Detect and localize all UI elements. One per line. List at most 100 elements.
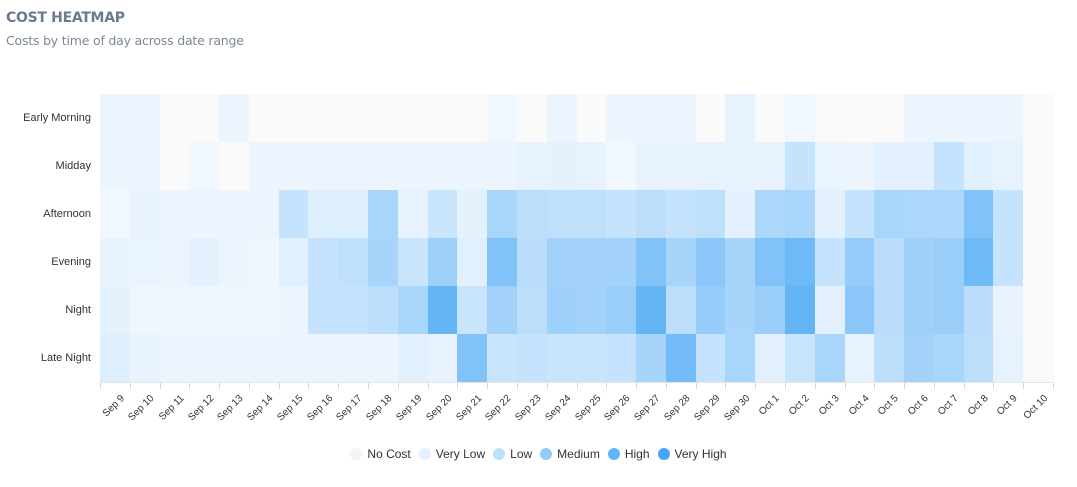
heatmap-cell[interactable] xyxy=(665,238,697,287)
heatmap-cell[interactable] xyxy=(397,286,429,335)
heatmap-cell[interactable] xyxy=(993,238,1024,287)
heatmap-cell[interactable] xyxy=(100,334,131,383)
heatmap-cell[interactable] xyxy=(784,142,816,191)
heatmap-cell[interactable] xyxy=(457,238,488,287)
heatmap-cell[interactable] xyxy=(665,334,697,383)
heatmap-cell[interactable] xyxy=(636,94,667,143)
legend-item[interactable]: Very High xyxy=(657,447,727,461)
heatmap-cell[interactable] xyxy=(129,142,161,191)
heatmap-cell[interactable] xyxy=(874,238,905,287)
legend-item[interactable]: Very Low xyxy=(418,447,485,461)
heatmap-cell[interactable] xyxy=(487,286,518,335)
heatmap-cell[interactable] xyxy=(427,190,458,239)
heatmap-cell[interactable] xyxy=(874,94,905,143)
heatmap-cell[interactable] xyxy=(159,286,190,335)
heatmap-cell[interactable] xyxy=(100,238,131,287)
heatmap-cell[interactable] xyxy=(457,190,488,239)
heatmap-cell[interactable] xyxy=(487,238,518,287)
heatmap-cell[interactable] xyxy=(546,94,577,143)
heatmap-cell[interactable] xyxy=(338,238,369,287)
heatmap-cell[interactable] xyxy=(725,334,756,383)
heatmap-cell[interactable] xyxy=(397,190,429,239)
heatmap-cell[interactable] xyxy=(636,142,667,191)
heatmap-cell[interactable] xyxy=(189,286,220,335)
heatmap-cell[interactable] xyxy=(784,238,816,287)
heatmap-cell[interactable] xyxy=(159,238,190,287)
heatmap-cell[interactable] xyxy=(308,94,339,143)
heatmap-cell[interactable] xyxy=(755,94,786,143)
heatmap-cell[interactable] xyxy=(129,238,161,287)
heatmap-cell[interactable] xyxy=(368,190,399,239)
heatmap-cell[interactable] xyxy=(606,286,637,335)
heatmap-cell[interactable] xyxy=(159,334,190,383)
heatmap-cell[interactable] xyxy=(427,334,458,383)
heatmap-cell[interactable] xyxy=(963,334,994,383)
heatmap-cell[interactable] xyxy=(874,190,905,239)
heatmap-cell[interactable] xyxy=(368,238,399,287)
heatmap-cell[interactable] xyxy=(189,334,220,383)
heatmap-cell[interactable] xyxy=(814,238,846,287)
heatmap-cell[interactable] xyxy=(904,190,935,239)
heatmap-cell[interactable] xyxy=(308,286,339,335)
heatmap-cell[interactable] xyxy=(636,238,667,287)
heatmap-cell[interactable] xyxy=(546,238,577,287)
heatmap-cell[interactable] xyxy=(755,142,786,191)
heatmap-cell[interactable] xyxy=(576,334,607,383)
heatmap-cell[interactable] xyxy=(278,94,309,143)
heatmap-cell[interactable] xyxy=(397,94,429,143)
heatmap-cell[interactable] xyxy=(457,94,488,143)
heatmap-cell[interactable] xyxy=(993,286,1024,335)
heatmap-cell[interactable] xyxy=(904,334,935,383)
heatmap-cell[interactable] xyxy=(904,142,935,191)
heatmap-cell[interactable] xyxy=(784,286,816,335)
heatmap-cell[interactable] xyxy=(606,334,637,383)
heatmap-cell[interactable] xyxy=(725,94,756,143)
heatmap-cell[interactable] xyxy=(814,94,846,143)
heatmap-cell[interactable] xyxy=(368,334,399,383)
legend-item[interactable]: Low xyxy=(493,447,532,461)
heatmap-cell[interactable] xyxy=(606,142,637,191)
heatmap-cell[interactable] xyxy=(278,190,309,239)
heatmap-cell[interactable] xyxy=(755,286,786,335)
heatmap-cell[interactable] xyxy=(784,334,816,383)
heatmap-cell[interactable] xyxy=(338,286,369,335)
heatmap-cell[interactable] xyxy=(278,334,309,383)
heatmap-cell[interactable] xyxy=(576,94,607,143)
heatmap-cell[interactable] xyxy=(695,286,726,335)
heatmap-cell[interactable] xyxy=(725,238,756,287)
heatmap-cell[interactable] xyxy=(904,94,935,143)
heatmap-cell[interactable] xyxy=(933,238,965,287)
heatmap-cell[interactable] xyxy=(814,190,846,239)
heatmap-cell[interactable] xyxy=(576,190,607,239)
heatmap-cell[interactable] xyxy=(874,142,905,191)
heatmap-cell[interactable] xyxy=(338,142,369,191)
heatmap-cell[interactable] xyxy=(695,334,726,383)
heatmap-cell[interactable] xyxy=(933,142,965,191)
heatmap-cell[interactable] xyxy=(1023,142,1054,191)
heatmap-cell[interactable] xyxy=(963,94,994,143)
heatmap-cell[interactable] xyxy=(576,286,607,335)
heatmap-cell[interactable] xyxy=(248,94,280,143)
heatmap-cell[interactable] xyxy=(874,286,905,335)
heatmap-cell[interactable] xyxy=(606,238,637,287)
heatmap-cell[interactable] xyxy=(278,286,309,335)
heatmap-cell[interactable] xyxy=(248,334,280,383)
heatmap-cell[interactable] xyxy=(546,286,577,335)
heatmap-cell[interactable] xyxy=(278,238,309,287)
heatmap-cell[interactable] xyxy=(308,334,339,383)
heatmap-cell[interactable] xyxy=(427,238,458,287)
heatmap-cell[interactable] xyxy=(397,142,429,191)
heatmap-cell[interactable] xyxy=(219,238,250,287)
heatmap-cell[interactable] xyxy=(516,142,548,191)
heatmap-cell[interactable] xyxy=(457,286,488,335)
heatmap-cell[interactable] xyxy=(278,142,309,191)
heatmap-cell[interactable] xyxy=(665,94,697,143)
heatmap-cell[interactable] xyxy=(695,238,726,287)
heatmap-cell[interactable] xyxy=(100,142,131,191)
heatmap-cell[interactable] xyxy=(784,190,816,239)
heatmap-cell[interactable] xyxy=(546,334,577,383)
heatmap-cell[interactable] xyxy=(129,286,161,335)
heatmap-cell[interactable] xyxy=(963,238,994,287)
heatmap-cell[interactable] xyxy=(100,286,131,335)
heatmap-cell[interactable] xyxy=(457,334,488,383)
